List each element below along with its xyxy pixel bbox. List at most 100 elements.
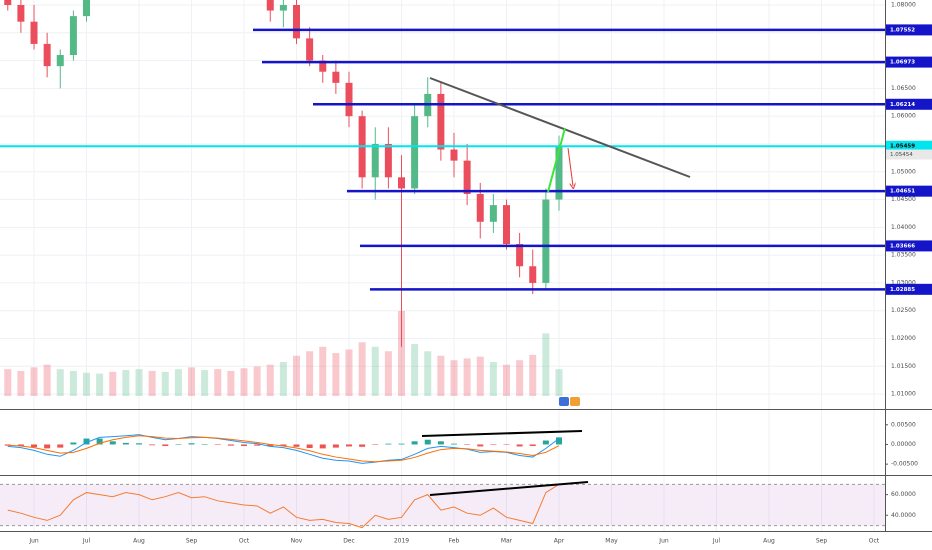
candle-body bbox=[345, 82, 353, 117]
candle-body bbox=[437, 93, 445, 150]
macd-histogram-bar bbox=[201, 444, 208, 445]
y-tick-label: 1.04500 bbox=[891, 196, 916, 203]
level-label: 1.06973 bbox=[890, 60, 915, 66]
volume-bar bbox=[437, 355, 445, 396]
level-label: 1.03666 bbox=[890, 243, 915, 249]
y-tick-label: -0.00500 bbox=[891, 461, 918, 468]
volume-bar bbox=[266, 364, 274, 396]
trend-line bbox=[429, 77, 691, 178]
macd-histogram-bar bbox=[17, 444, 24, 447]
candle-body bbox=[266, 0, 274, 11]
volume-bar bbox=[450, 360, 458, 396]
macd-histogram-bar bbox=[31, 444, 38, 448]
macd-histogram-bar bbox=[83, 438, 90, 445]
volume-bar bbox=[227, 370, 235, 396]
candle-body bbox=[411, 116, 419, 189]
volume-bar bbox=[345, 349, 353, 396]
x-tick-label: Dec bbox=[343, 538, 355, 545]
volume-bar bbox=[214, 369, 222, 396]
volume-bar bbox=[109, 371, 117, 396]
candle-body bbox=[371, 143, 379, 178]
y-tick-label: 1.01000 bbox=[891, 391, 916, 398]
level-label-box bbox=[886, 185, 932, 197]
macd-divergence-line bbox=[421, 430, 583, 437]
red-arrow bbox=[567, 147, 573, 186]
macd-histogram-bar bbox=[503, 444, 510, 445]
volume-bar bbox=[306, 351, 314, 396]
x-tick-label: Oct bbox=[239, 538, 250, 545]
macd-histogram-bar bbox=[70, 442, 77, 445]
signal-line bbox=[7, 435, 560, 463]
volume-bar bbox=[174, 369, 182, 396]
volume-bar bbox=[122, 370, 130, 396]
macd-histogram-bar bbox=[254, 444, 261, 446]
macd-histogram-bar bbox=[450, 443, 457, 445]
candle-body bbox=[4, 0, 12, 6]
volume-bar bbox=[69, 370, 77, 396]
macd-histogram-bar bbox=[162, 444, 169, 447]
level-label-box bbox=[886, 56, 932, 68]
volume-bar bbox=[489, 362, 497, 396]
volume-bar bbox=[253, 366, 261, 396]
candle-body bbox=[489, 205, 497, 222]
green-line bbox=[547, 127, 566, 193]
candle-body bbox=[450, 149, 458, 161]
volume-bar bbox=[188, 367, 196, 396]
x-tick-label: Jun bbox=[28, 538, 39, 545]
candle-body bbox=[555, 146, 563, 200]
indicator-icons bbox=[559, 397, 580, 406]
macd-histogram-bar bbox=[359, 444, 366, 447]
macd-histogram-bar bbox=[437, 441, 444, 445]
macd-histogram-bar bbox=[227, 444, 234, 446]
macd-histogram-bar bbox=[44, 444, 51, 449]
macd-histogram-bar bbox=[477, 444, 484, 447]
macd-histogram-bar bbox=[424, 439, 431, 445]
x-tick-label: Aug bbox=[133, 538, 145, 545]
macd-histogram-bar bbox=[385, 443, 392, 445]
candles bbox=[4, 0, 563, 396]
x-tick-label: Jun bbox=[658, 538, 669, 545]
volume-bar bbox=[30, 367, 38, 396]
candle-body bbox=[516, 244, 524, 267]
candle-body bbox=[397, 177, 405, 189]
x-tick-label: Nov bbox=[291, 538, 303, 545]
y-tick-label: 1.06000 bbox=[891, 113, 916, 120]
y-tick-label: 1.04000 bbox=[891, 224, 916, 231]
current-label-box bbox=[886, 140, 932, 152]
volume-bar bbox=[542, 333, 550, 396]
candle-body bbox=[306, 38, 314, 61]
level-label: 1.06214 bbox=[890, 102, 915, 108]
y-tick-label: 40.0000 bbox=[891, 512, 916, 519]
level-label-box bbox=[886, 24, 932, 36]
volume-bar bbox=[43, 364, 51, 396]
volume-bar bbox=[397, 311, 405, 396]
macd-histogram-bar bbox=[175, 444, 182, 445]
rsi-band bbox=[0, 484, 885, 526]
macd-histogram-bar bbox=[346, 444, 353, 447]
macd-histogram-bar bbox=[332, 444, 339, 448]
macd-histogram-bar bbox=[398, 443, 405, 445]
rsi-line bbox=[7, 483, 560, 529]
candle-body bbox=[83, 0, 91, 17]
macd-histogram-bar bbox=[490, 444, 497, 445]
volume-bar bbox=[161, 371, 169, 396]
volume-bar bbox=[148, 370, 156, 396]
volume-bar bbox=[135, 369, 143, 396]
last-price-label: 1.05454 bbox=[890, 152, 913, 158]
volume-bar bbox=[516, 360, 524, 396]
volume-bar bbox=[279, 362, 287, 396]
candle-body bbox=[43, 43, 51, 67]
x-tick-label: Sep bbox=[186, 538, 198, 545]
y-tick-label: 1.03000 bbox=[891, 279, 916, 286]
macd-histogram-bar bbox=[372, 444, 379, 445]
x-tick-label: Feb bbox=[449, 538, 460, 545]
candle-body bbox=[293, 5, 301, 39]
volume-bar bbox=[476, 356, 484, 396]
level-label-box bbox=[886, 240, 932, 252]
macd-histogram-bar bbox=[542, 440, 549, 445]
macd-histogram-bar bbox=[555, 437, 562, 445]
volume-bar bbox=[411, 344, 419, 396]
x-tick-label: Jul bbox=[712, 538, 721, 545]
candle-body bbox=[279, 5, 287, 11]
